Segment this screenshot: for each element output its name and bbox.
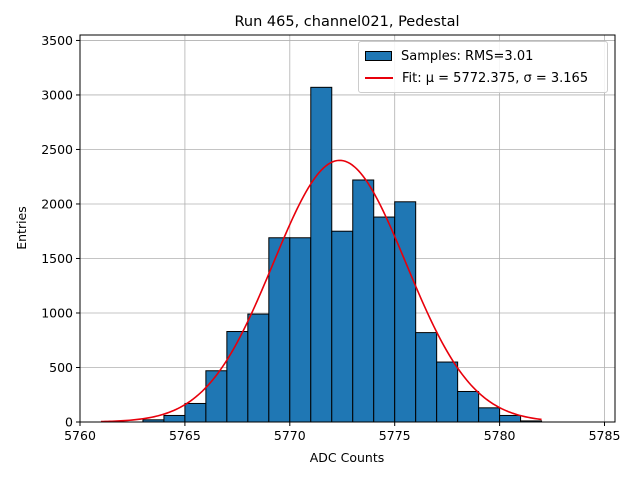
y-tick-label: 3000 — [41, 87, 73, 102]
x-tick-label: 5760 — [64, 428, 96, 443]
legend-label-samples: Samples: RMS=3.01 — [401, 48, 534, 64]
y-tick-label: 1000 — [41, 305, 73, 320]
histogram-bar — [457, 390, 480, 423]
x-axis-ticks: 5760 5765 5770 5775 5780 5785 — [64, 422, 620, 443]
histogram-bars — [142, 86, 543, 423]
histogram-bar — [247, 313, 270, 423]
histogram-bar — [184, 402, 207, 423]
y-axis-label: Entries — [14, 206, 29, 250]
y-tick-label: 500 — [49, 360, 73, 375]
legend: Samples: RMS=3.01 Fit: μ = 5772.375, σ =… — [358, 41, 608, 93]
plot-frame — [79, 34, 616, 423]
histogram-bar — [226, 331, 249, 423]
y-tick-label: 2000 — [41, 196, 73, 211]
legend-swatch-samples — [365, 51, 392, 61]
x-tick-label: 5780 — [484, 428, 516, 443]
histogram-bar — [436, 361, 459, 423]
histogram-bar — [205, 370, 228, 423]
x-axis-label: ADC Counts — [310, 450, 385, 465]
y-tick-label: 2500 — [41, 142, 73, 157]
fit-curve — [100, 159, 542, 423]
legend-item-samples: Samples: RMS=3.01 — [365, 47, 533, 65]
y-tick-label: 0 — [65, 415, 73, 430]
grid-lines — [79, 35, 615, 423]
legend-swatch-fit — [365, 77, 393, 79]
y-axis-ticks: 0 500 1000 1500 2000 2500 3000 3500 — [41, 33, 80, 430]
histogram-bar — [331, 230, 354, 423]
x-tick-label: 5775 — [379, 428, 411, 443]
histogram-bar — [289, 237, 312, 423]
chart-title: Run 465, channel021, Pedestal — [234, 14, 459, 30]
histogram-bar — [373, 216, 396, 423]
y-tick-label: 1500 — [41, 251, 73, 266]
legend-item-fit: Fit: μ = 5772.375, σ = 3.165 — [365, 69, 588, 87]
x-tick-label: 5770 — [274, 428, 306, 443]
histogram-bar — [310, 86, 333, 423]
histogram-bar — [499, 414, 522, 423]
histogram-bar — [415, 332, 438, 423]
histogram-bar — [352, 179, 375, 423]
histogram-bar — [478, 407, 501, 423]
legend-label-fit: Fit: μ = 5772.375, σ = 3.165 — [402, 70, 589, 86]
x-tick-label: 5785 — [589, 428, 621, 443]
histogram-bar — [394, 201, 417, 423]
y-tick-label: 3500 — [41, 33, 73, 48]
x-tick-label: 5765 — [169, 428, 201, 443]
histogram-bar — [163, 414, 186, 423]
